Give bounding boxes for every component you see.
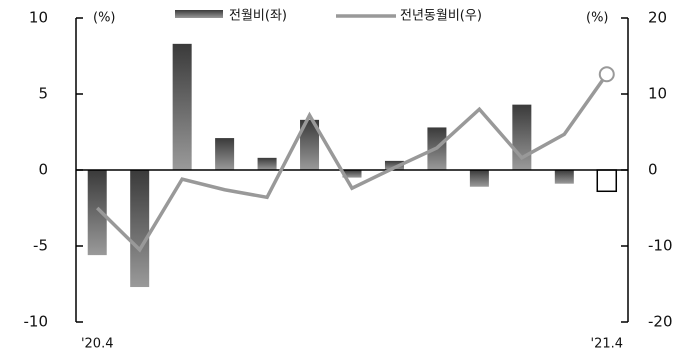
y-tick-label: 5 bbox=[38, 85, 48, 103]
y-tick-label: -10 bbox=[24, 313, 49, 331]
bar bbox=[342, 170, 362, 178]
y2-tick-label: -20 bbox=[648, 313, 673, 331]
line bbox=[96, 73, 609, 253]
y2-tick-label: -10 bbox=[648, 237, 673, 255]
bar bbox=[554, 170, 574, 184]
bar bbox=[215, 138, 235, 170]
y-unit: (%) bbox=[93, 11, 116, 26]
legend-swatch bbox=[175, 10, 223, 18]
bar bbox=[512, 104, 532, 170]
y-tick-label: 10 bbox=[29, 9, 48, 27]
bar bbox=[469, 170, 489, 187]
y-tick-label: -5 bbox=[33, 237, 48, 255]
bar bbox=[130, 170, 150, 288]
bar bbox=[87, 170, 107, 256]
bar bbox=[384, 160, 404, 170]
x-tick-label: '20.4 bbox=[81, 337, 114, 352]
line-point bbox=[598, 66, 615, 83]
x-tick-label: '21.4 bbox=[591, 337, 624, 352]
y-tick-label: 0 bbox=[38, 161, 48, 179]
bar bbox=[257, 157, 277, 170]
bar bbox=[300, 119, 320, 170]
legend-label: 전월비(좌) bbox=[229, 9, 287, 24]
y2-tick-label: 0 bbox=[648, 161, 658, 179]
bar bbox=[596, 169, 618, 193]
y2-tick-label: 10 bbox=[648, 85, 667, 103]
y2-unit: (%) bbox=[586, 11, 609, 26]
y2-tick-label: 20 bbox=[648, 9, 667, 27]
bar bbox=[172, 43, 192, 171]
legend-label: 전년동월비(우) bbox=[400, 9, 482, 24]
